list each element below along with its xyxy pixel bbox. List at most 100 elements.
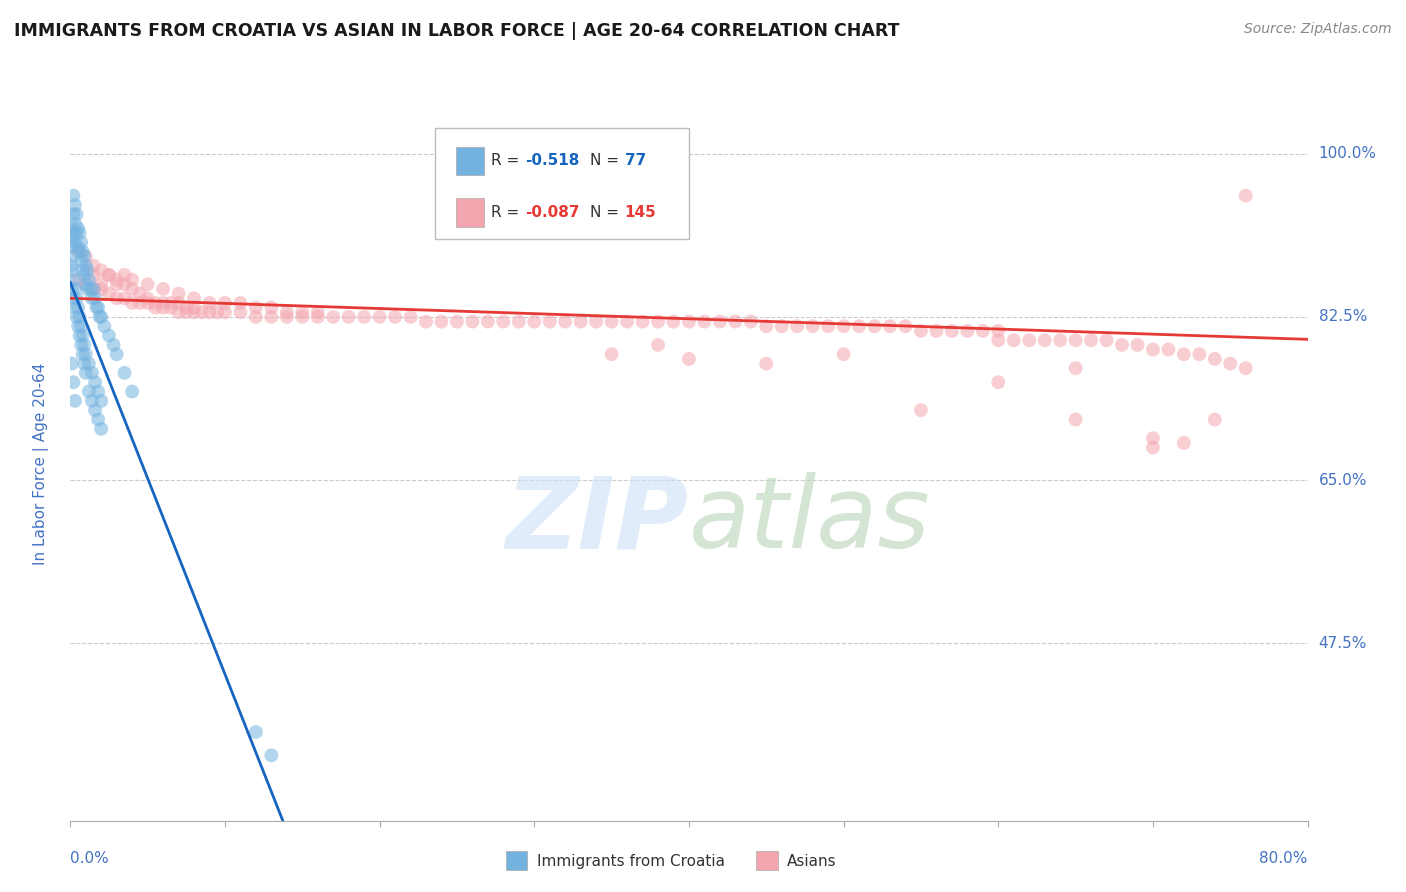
Point (77, 357, 100, 371)
Point (70, 254, 93, 268)
Point (98, 268, 120, 282)
Point (941, 324, 963, 338)
Text: 77: 77 (624, 153, 645, 169)
Point (121, 282, 143, 296)
Text: atlas: atlas (689, 473, 931, 569)
Point (67, 301, 90, 315)
Point (63, 198, 86, 212)
Point (65, 207, 87, 221)
Point (523, 315, 546, 329)
Point (60, 357, 83, 371)
Text: Asians: Asians (787, 855, 837, 869)
Point (90, 310, 112, 324)
Point (60, 240, 83, 254)
Point (69, 244, 91, 259)
Point (260, 748, 283, 763)
Point (1142, 431, 1164, 445)
Point (183, 305, 205, 319)
Text: 82.5%: 82.5% (1319, 310, 1367, 325)
Point (183, 301, 205, 315)
Point (987, 324, 1010, 338)
Point (98, 286, 120, 301)
Point (229, 305, 252, 319)
Point (260, 310, 283, 324)
Point (291, 305, 314, 319)
Point (1188, 347, 1211, 361)
Point (80, 366, 103, 380)
Point (82, 282, 105, 296)
Point (863, 319, 886, 334)
Point (63, 393, 86, 408)
Point (76, 282, 98, 296)
Point (77, 272, 100, 286)
Point (631, 315, 654, 329)
Point (1080, 333, 1102, 347)
Point (600, 347, 623, 361)
Point (114, 291, 135, 305)
Point (245, 301, 267, 315)
Text: R =: R = (491, 153, 524, 169)
Point (72, 328, 94, 343)
Point (1142, 441, 1164, 455)
Point (65, 310, 87, 324)
Point (832, 319, 855, 334)
Point (69, 226, 91, 240)
Point (79, 282, 101, 296)
Point (848, 319, 870, 334)
Point (87, 412, 110, 426)
Point (75, 249, 97, 263)
Point (1234, 188, 1257, 202)
Point (67, 272, 90, 286)
Point (956, 324, 979, 338)
Point (214, 305, 236, 319)
Point (987, 375, 1010, 389)
Point (229, 296, 252, 310)
Y-axis label: In Labor Force | Age 20-64: In Labor Force | Age 20-64 (34, 363, 49, 565)
Point (1033, 333, 1056, 347)
Text: 47.5%: 47.5% (1319, 636, 1367, 651)
Point (69, 310, 91, 324)
Point (77, 384, 100, 399)
Point (84, 375, 107, 389)
Point (647, 315, 669, 329)
Point (307, 305, 329, 319)
Point (90, 277, 112, 292)
Point (65, 226, 87, 240)
FancyBboxPatch shape (457, 198, 484, 227)
Point (755, 319, 778, 334)
Point (152, 301, 174, 315)
Point (585, 315, 607, 329)
Point (755, 357, 778, 371)
Point (1002, 333, 1025, 347)
Point (63, 217, 86, 231)
Point (662, 315, 685, 329)
Text: 100.0%: 100.0% (1319, 146, 1376, 161)
Text: IMMIGRANTS FROM CROATIA VS ASIAN IN LABOR FORCE | AGE 20-64 CORRELATION CHART: IMMIGRANTS FROM CROATIA VS ASIAN IN LABO… (14, 22, 900, 40)
Point (75, 366, 97, 380)
Point (198, 305, 221, 319)
Point (786, 319, 808, 334)
Point (67, 244, 90, 259)
Point (69, 328, 91, 343)
Point (129, 296, 152, 310)
Point (1095, 333, 1118, 347)
Point (198, 296, 221, 310)
Point (709, 315, 731, 329)
Point (89, 310, 111, 324)
Point (894, 319, 917, 334)
Point (337, 310, 360, 324)
Point (1064, 412, 1087, 426)
Point (925, 324, 948, 338)
Text: -0.518: -0.518 (526, 153, 581, 169)
Point (75, 277, 97, 292)
Point (114, 277, 135, 292)
Text: N =: N = (591, 153, 624, 169)
Point (832, 347, 855, 361)
Text: N =: N = (591, 205, 624, 220)
Point (987, 333, 1010, 347)
Point (80, 393, 103, 408)
Point (384, 310, 406, 324)
Point (70, 235, 93, 250)
Point (972, 324, 994, 338)
Point (80, 291, 103, 305)
